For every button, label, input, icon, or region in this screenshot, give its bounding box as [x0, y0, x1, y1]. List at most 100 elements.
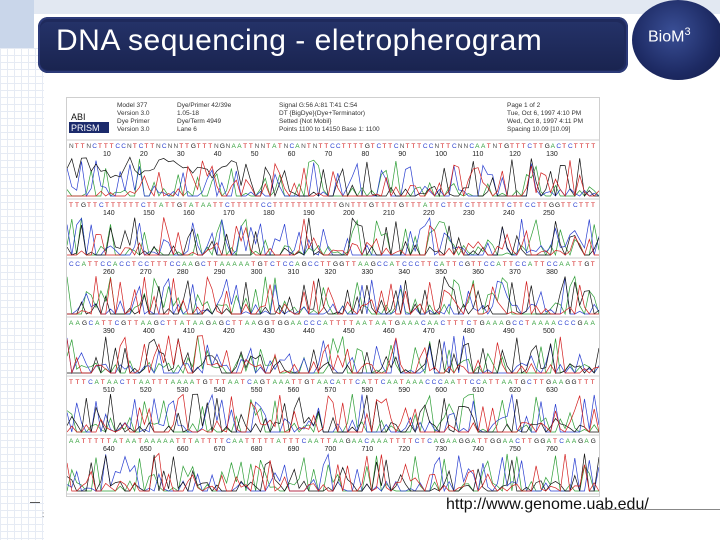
header-field: Version 3.0 — [117, 110, 150, 117]
base-call: T — [151, 261, 155, 268]
base-call: T — [382, 143, 386, 150]
base-call: T — [572, 261, 576, 268]
base-call: C — [310, 320, 315, 327]
base-call: N — [69, 143, 74, 150]
base-call: T — [489, 202, 493, 209]
base-call: T — [471, 261, 475, 268]
position-label: 500 — [543, 328, 555, 335]
base-call: C — [225, 320, 230, 327]
base-call: C — [355, 379, 360, 386]
base-call: A — [362, 379, 367, 386]
base-call: T — [411, 143, 415, 150]
position-label: 590 — [398, 387, 410, 394]
base-call: C — [573, 202, 578, 209]
base-call: A — [393, 379, 398, 386]
base-call: T — [585, 202, 589, 209]
base-call: T — [214, 438, 218, 445]
position-label: 200 — [343, 210, 355, 217]
base-call: T — [107, 438, 111, 445]
position-label: 160 — [183, 210, 195, 217]
base-call: T — [402, 438, 406, 445]
base-call: T — [75, 143, 79, 150]
base-call: A — [188, 261, 193, 268]
position-label: 310 — [288, 269, 300, 276]
trace-T — [67, 335, 599, 375]
base-call: T — [408, 438, 412, 445]
header-field: 1.05-18 — [177, 110, 199, 117]
base-call: A — [547, 438, 552, 445]
base-call: C — [75, 261, 80, 268]
base-call: T — [348, 143, 352, 150]
position-label: 350 — [435, 269, 447, 276]
base-call: A — [239, 261, 244, 268]
base-call: T — [519, 202, 523, 209]
base-call: T — [516, 143, 520, 150]
base-call: T — [245, 438, 249, 445]
header-field: Dye Primer — [117, 118, 150, 125]
position-label: 730 — [435, 446, 447, 453]
base-call: A — [245, 261, 250, 268]
base-call: C — [568, 143, 573, 150]
base-call: C — [441, 202, 446, 209]
base-call: T — [421, 261, 425, 268]
base-call: A — [279, 379, 284, 386]
base-call: T — [264, 261, 268, 268]
base-call: A — [428, 320, 433, 327]
logo-text: BioM3 — [648, 26, 691, 46]
base-call: T — [222, 379, 226, 386]
base-call: A — [375, 320, 380, 327]
position-label: 220 — [423, 210, 435, 217]
position-label: 620 — [509, 387, 521, 394]
base-call: T — [580, 143, 584, 150]
base-call: C — [507, 202, 512, 209]
base-call: T — [454, 320, 458, 327]
base-call: C — [121, 143, 126, 150]
base-call: G — [265, 320, 270, 327]
base-call: A — [182, 261, 187, 268]
base-call: T — [126, 379, 130, 386]
base-call: A — [451, 379, 456, 386]
base-call: T — [522, 438, 526, 445]
base-call: T — [69, 202, 73, 209]
base-call: A — [377, 438, 382, 445]
position-label: 250 — [543, 210, 555, 217]
position-label: 650 — [140, 446, 152, 453]
base-call: T — [553, 438, 557, 445]
position-label: 110 — [472, 151, 483, 158]
base-call: T — [271, 320, 275, 327]
base-call: C — [302, 438, 307, 445]
base-call: T — [214, 261, 218, 268]
base-call: T — [208, 143, 212, 150]
base-call: C — [270, 261, 275, 268]
base-call: T — [446, 261, 450, 268]
base-call: C — [92, 143, 97, 150]
base-call: C — [515, 261, 520, 268]
base-call: T — [327, 202, 331, 209]
base-call: G — [82, 320, 87, 327]
base-call: T — [349, 379, 353, 386]
base-call: C — [381, 379, 386, 386]
base-call: T — [273, 202, 277, 209]
base-call: T — [215, 379, 219, 386]
base-call: T — [209, 379, 213, 386]
base-call: T — [381, 202, 385, 209]
base-call: N — [435, 143, 440, 150]
base-call: T — [144, 143, 148, 150]
base-call: C — [427, 438, 432, 445]
abi-brand-line2: PRISM — [71, 123, 100, 133]
base-call: T — [584, 379, 588, 386]
base-call: A — [339, 438, 344, 445]
base-call: T — [202, 143, 206, 150]
base-call: T — [75, 379, 79, 386]
base-call: T — [567, 202, 571, 209]
base-call: A — [408, 320, 413, 327]
base-call: C — [476, 379, 481, 386]
base-call: A — [201, 202, 206, 209]
base-call: T — [522, 143, 526, 150]
header-field: Dye/Primer 42/39e — [177, 102, 232, 109]
base-call: T — [543, 202, 547, 209]
electropherogram-panel: ABI PRISM Model 377 Version 3.0 Dye Primer Ve… — [66, 97, 600, 497]
base-call: C — [484, 261, 489, 268]
position-label: 70 — [325, 151, 333, 158]
base-call: T — [258, 438, 262, 445]
